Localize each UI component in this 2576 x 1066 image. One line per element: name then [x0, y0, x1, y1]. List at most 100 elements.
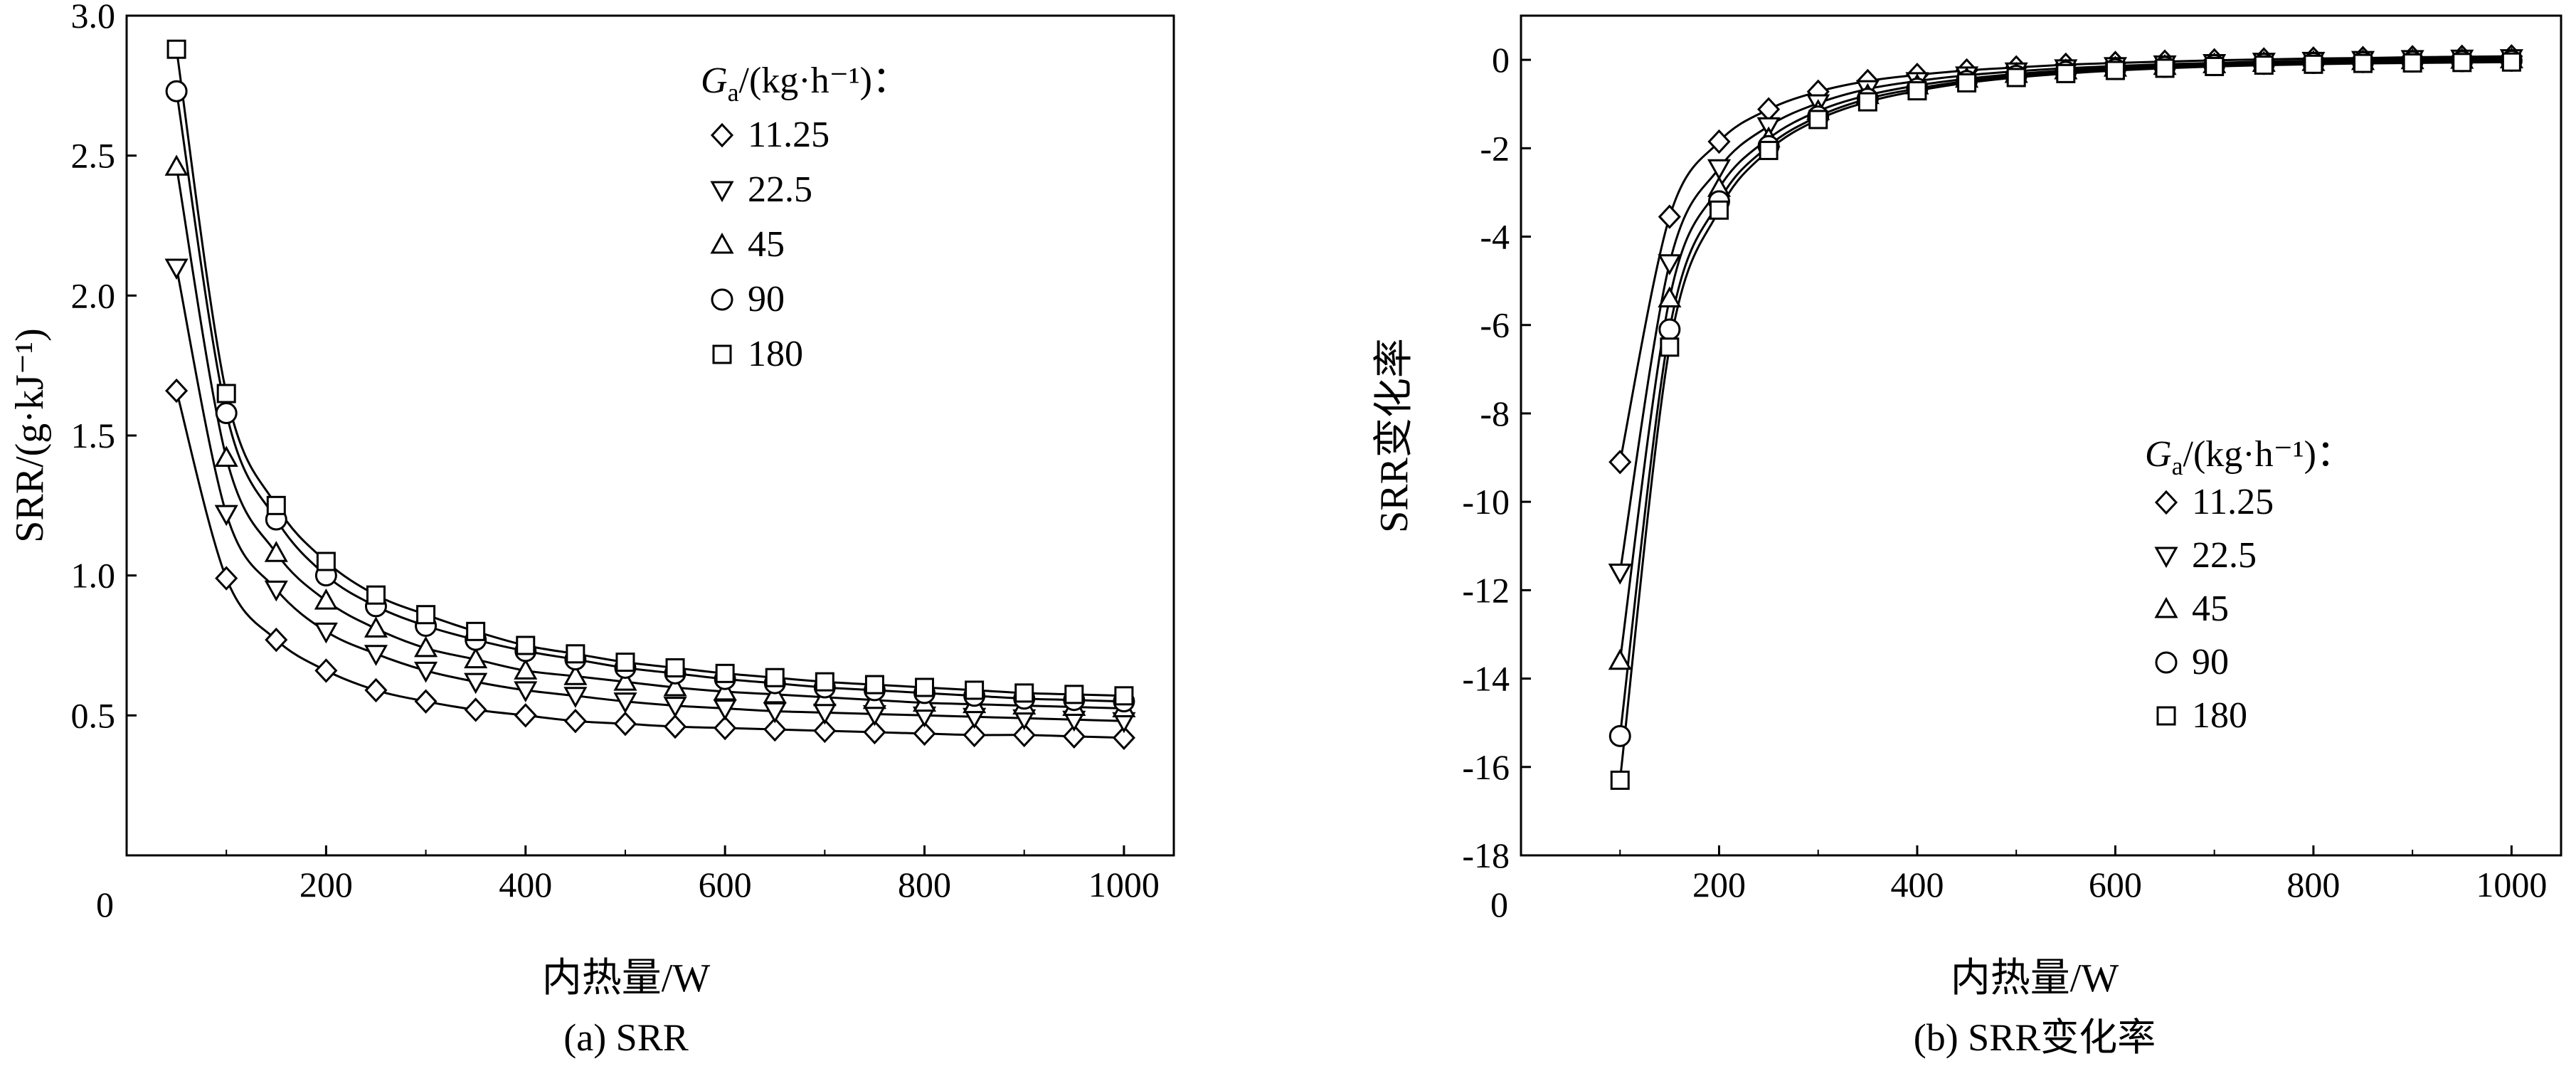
series-line-22.5	[175, 267, 1124, 722]
chart-panel-b: 200 400 600 800 1000 0 -18 -16 -14 -12 -10 -8 -6 -4 -2…	[1372, 14, 2562, 1059]
data-point	[414, 661, 438, 683]
data-point	[265, 627, 288, 653]
data-point	[464, 697, 487, 722]
data-point	[1857, 92, 1877, 112]
axes-b: 200 400 600 800 1000 0 -18 -16 -14 -12 -10 -8 -6 -4 -2…	[1462, 40, 2547, 924]
y-tick-label: 2.0	[71, 275, 116, 315]
data-point	[1808, 110, 1828, 130]
legend-entry-label: 22.5	[2192, 535, 2257, 576]
y-tick-label: -4	[1480, 217, 1510, 257]
data-point	[613, 711, 637, 737]
legend-marker-icon	[2154, 547, 2178, 569]
legend-marker-icon	[710, 181, 734, 203]
data-point	[1610, 770, 1630, 790]
series-line-180	[1618, 60, 2512, 781]
legend-marker-icon	[2154, 596, 2178, 618]
data-point	[663, 714, 687, 739]
x-axis-label-b: 内热量/W	[1951, 956, 2119, 1001]
data-point	[2105, 60, 2125, 80]
data-point	[2304, 54, 2323, 74]
series-line-180	[175, 48, 1124, 697]
y-axis-label-a: SRR/(g·kJ⁻¹)	[8, 328, 52, 543]
data-point	[1660, 337, 1680, 357]
legend-marker-icon	[711, 288, 733, 311]
y-tick-label: -18	[1462, 835, 1510, 875]
data-point	[164, 154, 189, 176]
data-point	[615, 653, 635, 672]
plot-frame-a	[125, 14, 1175, 857]
data-point	[466, 621, 486, 641]
data-point	[714, 715, 737, 741]
data-point	[516, 635, 536, 655]
data-point	[414, 635, 438, 658]
data-point	[913, 721, 936, 746]
data-point	[2353, 53, 2373, 73]
legend-entry-label: 180	[2192, 695, 2247, 736]
data-point	[815, 672, 834, 692]
data-point	[1658, 254, 1682, 275]
data-point	[1709, 200, 1729, 220]
x-tick-label: 200	[300, 865, 353, 904]
legend-marker-icon	[712, 344, 732, 364]
data-point	[464, 647, 488, 669]
data-point	[166, 39, 186, 59]
y-tick-label: -12	[1462, 570, 1510, 610]
legend-entry-label: 45	[2192, 589, 2229, 629]
y-tick-label: -2	[1480, 128, 1510, 168]
data-point	[963, 722, 986, 748]
y-tick-label: 0	[1492, 40, 1510, 80]
x-tick-label: 200	[1692, 865, 1746, 904]
x-tick-label: 800	[898, 865, 951, 904]
data-point	[2402, 53, 2422, 73]
data-point	[2501, 52, 2521, 72]
data-point	[1957, 73, 1977, 93]
data-point	[563, 687, 588, 708]
x-origin-label: 0	[96, 885, 114, 924]
legend-entry-label: 90	[748, 279, 785, 320]
data-point	[165, 378, 189, 403]
data-point	[563, 664, 588, 685]
data-point	[1012, 722, 1036, 748]
y-axis-label-b: SRR变化率	[1372, 338, 1416, 533]
data-point	[566, 644, 585, 664]
data-point	[813, 718, 837, 744]
y-tick-label: -6	[1480, 305, 1510, 345]
data-point	[514, 658, 538, 680]
data-point	[1014, 683, 1034, 703]
series-line-90	[1618, 59, 2512, 737]
data-point	[1608, 724, 1631, 747]
data-point	[713, 700, 737, 721]
data-point	[1608, 564, 1632, 585]
series-group-b	[1608, 43, 2523, 790]
legend-entry-label: 180	[748, 334, 803, 374]
y-tick-label: 1.0	[71, 556, 116, 596]
data-point	[665, 658, 685, 677]
data-point	[214, 445, 238, 467]
series-line-22.5	[1618, 57, 2512, 573]
data-point	[165, 80, 188, 102]
data-point	[613, 692, 637, 714]
x-tick-label: 600	[699, 865, 752, 904]
y-tick-label: 1.5	[71, 416, 116, 455]
data-point	[2056, 63, 2076, 83]
data-point	[763, 702, 787, 724]
legend-b: Ga/(kg·h⁻¹)：11.25 22.5 45 90 180	[2145, 434, 2353, 736]
legend-entry-label: 11.25	[2192, 482, 2274, 522]
data-point	[314, 588, 338, 610]
x-tick-label: 400	[499, 865, 552, 904]
legend-marker-icon	[2156, 706, 2176, 726]
x-tick-label: 800	[2286, 865, 2340, 904]
data-point	[1608, 450, 1632, 475]
data-point	[264, 580, 288, 602]
data-point	[514, 681, 538, 703]
caption-b: (b) SRR变化率	[1914, 1016, 2156, 1059]
legend-marker-icon	[710, 232, 734, 254]
data-point	[563, 709, 587, 734]
data-point	[215, 566, 238, 591]
plot-frame-b	[1520, 14, 2562, 857]
data-point	[1064, 685, 1084, 704]
data-point	[2205, 56, 2225, 76]
x-tick-label: 400	[1890, 865, 1944, 904]
data-point	[1658, 204, 1681, 229]
data-point	[364, 645, 388, 666]
